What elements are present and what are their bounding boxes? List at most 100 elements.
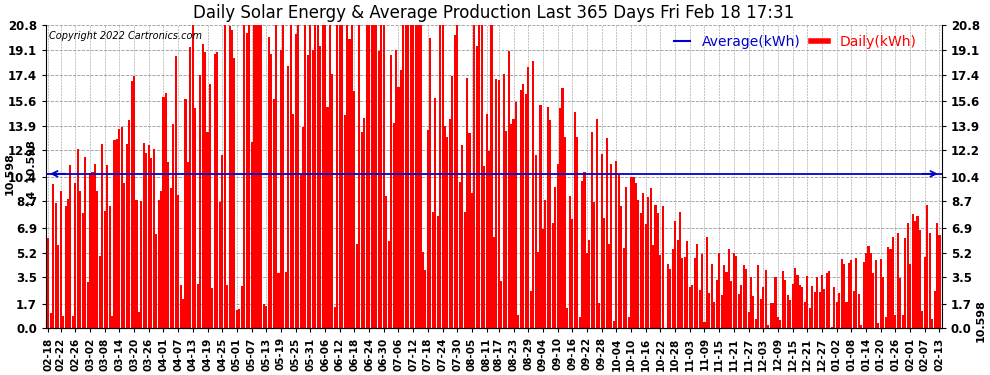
Bar xyxy=(694,258,696,328)
Bar xyxy=(446,137,448,328)
Bar xyxy=(924,257,926,328)
Bar xyxy=(64,206,66,328)
Bar xyxy=(86,282,89,328)
Bar xyxy=(402,25,404,328)
Bar xyxy=(591,132,593,328)
Bar xyxy=(290,25,292,328)
Bar xyxy=(157,200,159,328)
Bar xyxy=(583,172,585,328)
Bar xyxy=(904,238,906,328)
Bar xyxy=(809,308,811,328)
Bar xyxy=(444,126,446,328)
Bar xyxy=(671,249,674,328)
Bar xyxy=(662,206,664,328)
Bar xyxy=(927,204,929,328)
Bar xyxy=(666,264,669,328)
Bar xyxy=(337,25,339,328)
Bar xyxy=(81,213,84,328)
Bar xyxy=(422,252,424,328)
Bar xyxy=(706,237,708,328)
Bar xyxy=(383,25,385,328)
Bar xyxy=(476,46,478,328)
Bar xyxy=(169,188,172,328)
Bar xyxy=(551,223,553,328)
Bar xyxy=(427,130,429,328)
Bar xyxy=(262,304,265,328)
Bar xyxy=(358,25,360,328)
Bar xyxy=(738,294,740,328)
Bar xyxy=(892,237,894,328)
Bar xyxy=(654,205,656,328)
Bar xyxy=(114,140,116,328)
Bar xyxy=(348,39,350,328)
Bar xyxy=(782,271,784,328)
Bar xyxy=(561,88,563,328)
Bar xyxy=(907,223,909,328)
Bar xyxy=(307,56,309,328)
Bar xyxy=(292,114,294,328)
Bar xyxy=(711,264,713,328)
Bar xyxy=(74,183,76,328)
Bar xyxy=(747,312,749,328)
Bar xyxy=(62,316,64,328)
Bar xyxy=(902,315,904,328)
Bar xyxy=(713,302,716,328)
Bar xyxy=(221,154,224,328)
Bar xyxy=(415,25,417,328)
Bar xyxy=(826,273,828,328)
Bar xyxy=(581,181,583,328)
Bar xyxy=(912,214,914,328)
Bar xyxy=(282,25,284,328)
Bar xyxy=(623,248,625,328)
Bar xyxy=(723,266,725,328)
Bar xyxy=(182,298,184,328)
Bar xyxy=(880,260,882,328)
Bar xyxy=(126,144,128,328)
Bar xyxy=(513,119,515,328)
Text: 10.598: 10.598 xyxy=(5,152,15,195)
Bar xyxy=(50,313,51,328)
Bar xyxy=(686,241,688,328)
Bar xyxy=(267,37,269,328)
Bar xyxy=(77,149,79,328)
Bar xyxy=(342,25,344,328)
Bar xyxy=(816,276,818,328)
Bar xyxy=(141,201,143,328)
Bar xyxy=(576,138,578,328)
Bar xyxy=(850,260,852,328)
Bar xyxy=(368,25,370,328)
Bar xyxy=(468,133,470,328)
Bar xyxy=(566,308,568,328)
Bar xyxy=(852,291,854,328)
Bar xyxy=(689,286,691,328)
Bar xyxy=(226,285,228,328)
Bar xyxy=(721,296,723,328)
Bar xyxy=(839,293,841,328)
Bar xyxy=(365,25,367,328)
Bar xyxy=(453,35,455,328)
Bar xyxy=(94,164,96,328)
Bar xyxy=(601,154,603,328)
Bar xyxy=(239,309,241,328)
Bar xyxy=(834,288,836,328)
Bar xyxy=(437,216,439,328)
Bar xyxy=(847,263,850,328)
Bar xyxy=(407,25,409,328)
Bar xyxy=(699,290,701,328)
Bar xyxy=(681,258,683,328)
Bar xyxy=(643,193,644,328)
Bar xyxy=(253,25,255,328)
Bar xyxy=(564,137,566,328)
Bar xyxy=(59,191,61,328)
Bar xyxy=(481,25,483,328)
Bar xyxy=(84,157,86,328)
Bar xyxy=(649,188,651,328)
Bar xyxy=(801,287,804,328)
Bar xyxy=(787,295,789,328)
Bar xyxy=(388,240,390,328)
Bar xyxy=(260,25,262,328)
Bar xyxy=(644,224,646,328)
Bar xyxy=(696,244,698,328)
Bar xyxy=(814,292,816,328)
Bar xyxy=(275,25,277,328)
